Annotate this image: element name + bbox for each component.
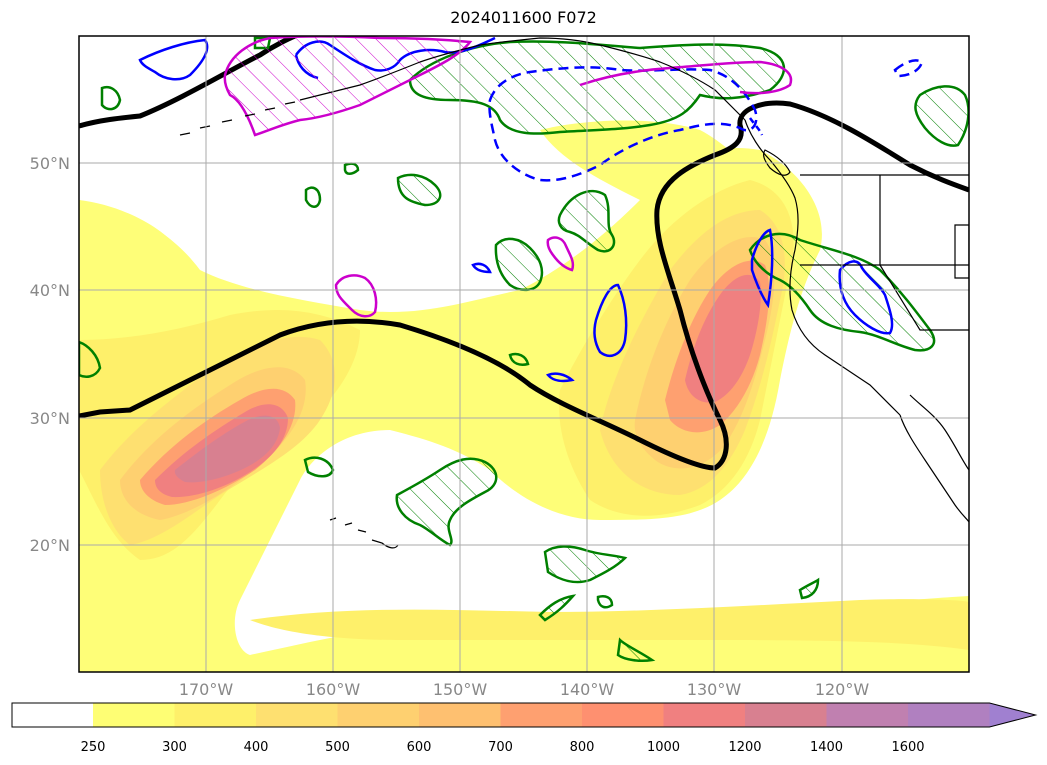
lon-label-140w: 140°W <box>560 680 615 699</box>
mexico-coast <box>909 394 969 471</box>
colorbar-tick-label: 1400 <box>810 740 843 755</box>
map-border <box>78 35 970 673</box>
ivt-band-1000 <box>174 415 280 483</box>
colorbar-segment <box>745 703 827 727</box>
colorbar-segment <box>419 703 501 727</box>
lon-label-170w: 170°W <box>179 680 234 699</box>
state-border-3 <box>879 264 969 331</box>
canada-province-border <box>954 224 969 279</box>
colorbar-segment <box>93 703 175 727</box>
lon-label-160w: 160°W <box>306 680 361 699</box>
colorbar-tick-label: 1600 <box>891 740 924 755</box>
colorbar-segment <box>826 703 909 727</box>
lat-label-30: 30°N <box>30 409 70 428</box>
lat-label-20: 20°N <box>30 536 70 555</box>
alaska-coast <box>299 37 746 121</box>
colorbar-tick-label: 400 <box>244 740 269 755</box>
colorbar-segment <box>174 703 257 727</box>
baja-california <box>899 414 969 523</box>
mslp-contour-south <box>79 100 969 471</box>
colorbar <box>11 702 1038 728</box>
vancouver-island <box>763 149 791 176</box>
aleutian-islands <box>179 101 296 136</box>
ivt-band-800-b <box>685 274 761 403</box>
lon-label-150w: 150°W <box>433 680 488 699</box>
colorbar-tick-label: 800 <box>570 740 595 755</box>
colorbar-segment <box>663 703 746 727</box>
lat-label-40: 40°N <box>30 281 70 300</box>
colorbar-tick-label: 700 <box>488 740 513 755</box>
canada-coast <box>744 119 799 251</box>
lat-label-50: 50°N <box>30 154 70 173</box>
latitude-labels: 50°N 40°N 30°N 20°N <box>30 154 70 555</box>
ivt-band-300-c <box>250 599 969 650</box>
lon-label-120w: 120°W <box>815 680 870 699</box>
colorbar-segment <box>256 703 338 727</box>
colorbar-tick-label: 300 <box>162 740 187 755</box>
gridlines <box>79 36 969 672</box>
coastlines <box>179 37 969 549</box>
colorbar-extension-arrow <box>989 703 1036 727</box>
colorbar-segment <box>337 703 420 727</box>
colorbar-tick-label: 1200 <box>728 740 761 755</box>
colorbar-segment <box>582 703 664 727</box>
colorbar-segment <box>908 703 990 727</box>
colorbar-tick-labels: 250 300 400 500 600 700 800 1000 1200 1400 1600 <box>81 740 925 755</box>
lon-label-130w: 130°W <box>687 680 742 699</box>
colorbar-segment <box>12 703 94 727</box>
us-west-coast <box>789 249 901 416</box>
map-panel <box>79 36 969 672</box>
colorbar-segment <box>500 703 583 727</box>
colorbar-outline <box>11 702 1038 728</box>
map-title: 2024011600 F072 <box>450 8 597 27</box>
colorbar-tick-label: 1000 <box>647 740 680 755</box>
colorbar-tick-label: 500 <box>325 740 350 755</box>
colorbar-tick-label: 600 <box>407 740 432 755</box>
longitude-labels: 170°W 160°W 150°W 140°W 130°W 120°W <box>179 680 870 699</box>
colorbar-tick-label: 250 <box>81 740 106 755</box>
